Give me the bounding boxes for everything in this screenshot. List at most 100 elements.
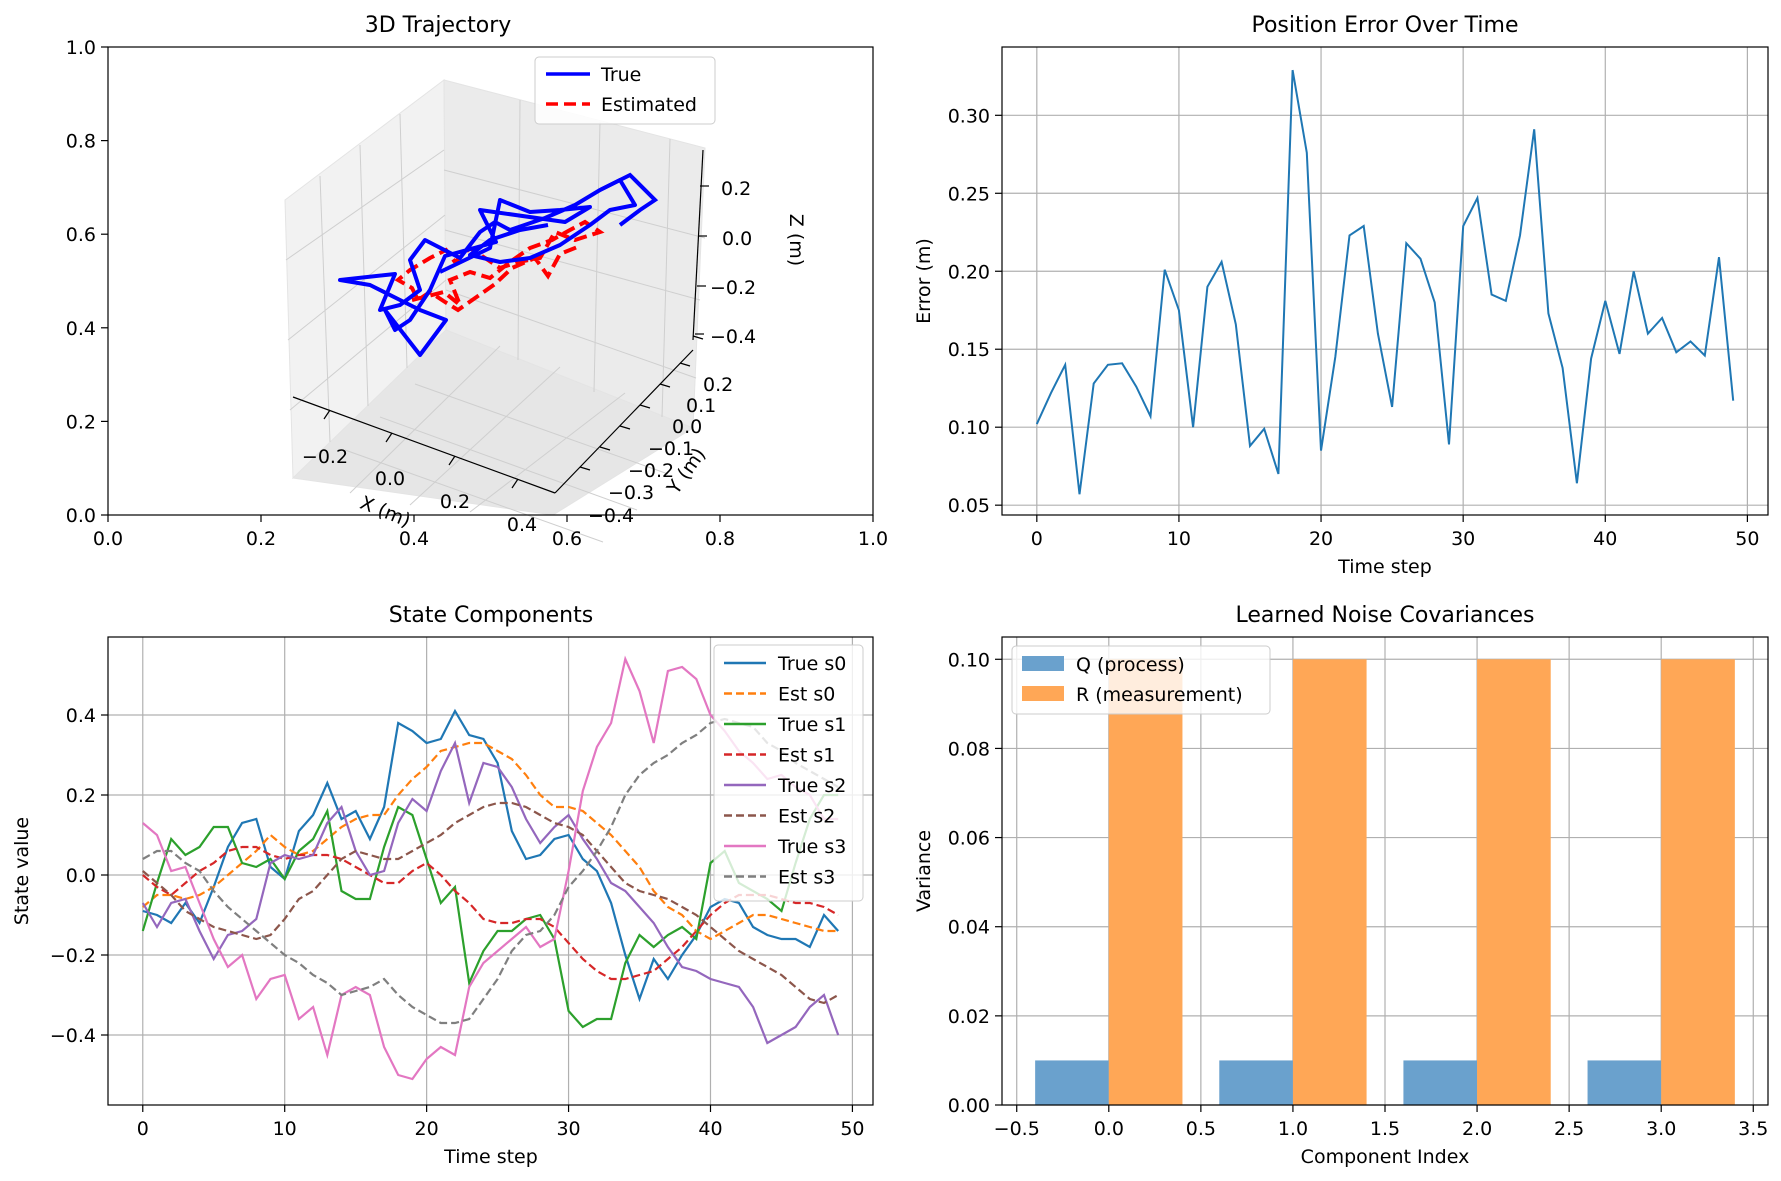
x-tick-label: 40 bbox=[698, 1118, 722, 1140]
frame-x-tick-label: 1.0 bbox=[858, 528, 888, 550]
legend-swatch bbox=[1022, 656, 1064, 671]
y-tick-label: 0.30 bbox=[948, 105, 990, 127]
noise-covariances-panel: Learned Noise Covariances −0.5 0.0 0.5 1.0 1… bbox=[913, 603, 1769, 1168]
frame-y-tick-label: 0.2 bbox=[66, 411, 96, 433]
frame-x-tick-label: 0.2 bbox=[246, 528, 276, 550]
x-tick-label: 40 bbox=[1593, 528, 1617, 550]
x-tick-label: 0.0 bbox=[1094, 1118, 1124, 1140]
legend-true-label: True bbox=[600, 64, 641, 86]
y3d-tick-label: 0.0 bbox=[672, 416, 702, 438]
bar-r-measurement-2 bbox=[1477, 659, 1551, 1105]
y-tick-label: 0.02 bbox=[948, 1006, 990, 1028]
frame-x-tick-label: 0.0 bbox=[93, 528, 123, 550]
position-error-title: Position Error Over Time bbox=[1251, 13, 1518, 38]
pane-floor bbox=[291, 329, 695, 516]
x-tick-label: 20 bbox=[1309, 528, 1333, 550]
x-tick-label: 50 bbox=[840, 1118, 864, 1140]
frame-x-tick-label: 0.4 bbox=[399, 528, 429, 550]
y3d-tick-label: −0.3 bbox=[608, 482, 654, 504]
legend-label: True s0 bbox=[777, 653, 846, 675]
x-tick-label: 10 bbox=[1167, 528, 1191, 550]
state-components-panel: State Components 0 10 20 30 40 50−0.4−0.20.00… bbox=[11, 603, 874, 1168]
trajectory-3d-title: 3D Trajectory bbox=[365, 13, 512, 38]
noise-covariances-legend: Q (process) R (measurement) bbox=[1011, 645, 1271, 715]
y-tick-label: 0.2 bbox=[66, 785, 96, 807]
x-tick-label: 1.0 bbox=[1278, 1118, 1308, 1140]
y-tick-label: 0.10 bbox=[948, 417, 990, 439]
series-position-error bbox=[1035, 69, 1735, 495]
y-tick-label: 0.05 bbox=[948, 495, 990, 517]
x-tick-label: 0.5 bbox=[1186, 1118, 1216, 1140]
series-est-s1 bbox=[142, 845, 839, 981]
state-components-y-label: State value bbox=[11, 817, 33, 925]
trajectory-legend: True Estimated bbox=[534, 56, 716, 125]
noise-covariances-x-label: Component Index bbox=[1301, 1146, 1470, 1168]
position-error-ticks: 0 10 20 30 40 50 0.05 0.10 0.15 0.20 0.25 0.30 bbox=[948, 105, 1760, 550]
x-tick-label: 20 bbox=[415, 1118, 439, 1140]
bar-q-process-3 bbox=[1587, 1060, 1662, 1105]
z3d-tick-label: 0.0 bbox=[722, 228, 752, 250]
z3d-axis-label: Z (m) bbox=[785, 214, 807, 266]
bar-r-measurement-1 bbox=[1292, 659, 1367, 1105]
frame-x-tick-label: 0.6 bbox=[552, 528, 582, 550]
frame-x-tick-label: 0.8 bbox=[705, 528, 735, 550]
y-tick-label: 0.08 bbox=[948, 738, 990, 760]
series-true-trajectory bbox=[338, 178, 637, 357]
z3d-tick-label: −0.2 bbox=[710, 277, 756, 299]
state-components-axes-box bbox=[107, 636, 874, 1106]
legend-label: Est s0 bbox=[778, 684, 835, 706]
legend-label: Est s1 bbox=[778, 745, 835, 767]
bar-q-process-2 bbox=[1403, 1060, 1478, 1105]
legend-box bbox=[713, 644, 864, 902]
frame-y-tick-label: 0.8 bbox=[66, 131, 96, 153]
x-tick-label: 2.5 bbox=[1554, 1118, 1584, 1140]
y3d-tick-label: −0.1 bbox=[648, 438, 694, 460]
x-tick-label: 0 bbox=[137, 1118, 149, 1140]
y-tick-label: 0.20 bbox=[948, 261, 990, 283]
y-tick-label: 0.00 bbox=[948, 1095, 990, 1117]
frame-y-tick-label: 0.0 bbox=[66, 505, 96, 527]
y-tick-label: 0.4 bbox=[66, 705, 96, 727]
x3d-axis-label: X (m) bbox=[357, 492, 414, 532]
state-components-title: State Components bbox=[389, 603, 593, 628]
series-true-trajectory-tail bbox=[599, 172, 659, 227]
z3d-tick-label: 0.2 bbox=[721, 178, 751, 200]
y-tick-label: 0.15 bbox=[948, 339, 990, 361]
legend-label: Est s2 bbox=[778, 806, 835, 828]
y-tick-label: 0.04 bbox=[948, 917, 990, 939]
legend-label: True s2 bbox=[777, 775, 846, 797]
frame-ticks: 0.0 0.2 0.4 0.6 0.8 1.00.00.20.40.60.81.0 bbox=[66, 37, 888, 550]
noise-covariances-bars bbox=[1035, 659, 1735, 1105]
position-error-x-label: Time step bbox=[1337, 556, 1432, 578]
state-components-legend: True s0 Est s0 True s1 Est s1 True s2 Est s2 T… bbox=[713, 644, 864, 902]
x-tick-label: 3.0 bbox=[1646, 1118, 1676, 1140]
noise-covariances-ticks: −0.5 0.0 0.5 1.0 1.5 2.0 2.5 3.0 3.5 0.00 0.02 0.04… bbox=[948, 649, 1769, 1140]
y3d-tick-label: 0.1 bbox=[686, 395, 716, 417]
noise-covariances-y-label: Variance bbox=[913, 830, 935, 912]
legend-label: Est s3 bbox=[778, 867, 835, 889]
series-true-s2 bbox=[141, 739, 840, 1045]
y3d-tick-label: −0.4 bbox=[588, 505, 634, 527]
x-tick-label: 10 bbox=[273, 1118, 297, 1140]
y-tick-label: −0.4 bbox=[50, 1025, 96, 1047]
y-tick-label: 0.06 bbox=[948, 828, 990, 850]
y-tick-label: 0.10 bbox=[948, 649, 990, 671]
bar-q-process-0 bbox=[1035, 1060, 1109, 1105]
legend-label: R (measurement) bbox=[1076, 684, 1243, 706]
x-tick-label: 1.5 bbox=[1370, 1118, 1400, 1140]
axis3d-lines bbox=[292, 149, 709, 494]
y3d-tick-label: 0.2 bbox=[703, 374, 733, 396]
x-tick-label: 2.0 bbox=[1462, 1118, 1492, 1140]
series-est-s2 bbox=[142, 801, 839, 1005]
x-tick-label: 0 bbox=[1031, 528, 1043, 550]
trajectory-3d-panel: 3D Trajectory bbox=[66, 13, 888, 550]
x-tick-label: 30 bbox=[556, 1118, 580, 1140]
frame-y-tick-label: 0.6 bbox=[66, 224, 96, 246]
legend-box bbox=[1011, 645, 1271, 715]
position-error-gridlines bbox=[1002, 47, 1768, 515]
state-components-ticks: 0 10 20 30 40 50 −0.4 −0.2 0.0 0.2 0.4 bbox=[50, 705, 865, 1140]
position-error-y-label: Error (m) bbox=[913, 238, 935, 324]
position-error-axes-box bbox=[1001, 46, 1769, 516]
bar-q-process-1 bbox=[1219, 1060, 1293, 1105]
